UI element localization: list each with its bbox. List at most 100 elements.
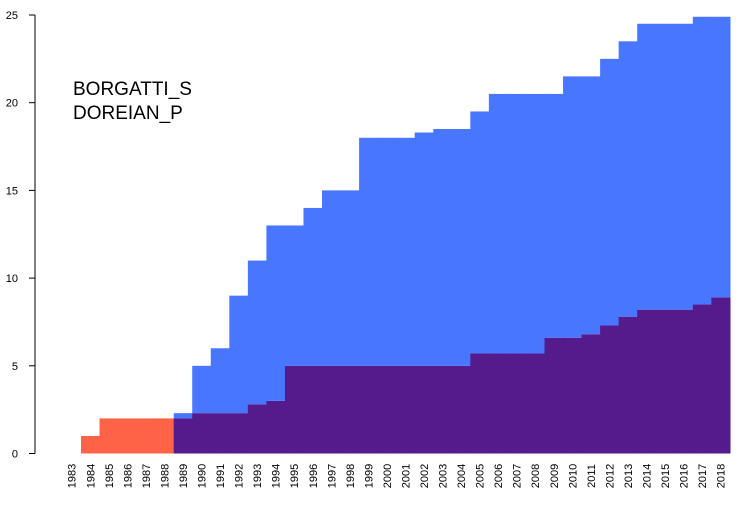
x-tick-label: 2014 — [641, 464, 653, 488]
x-tick-label: 2012 — [604, 464, 616, 488]
bar-overlap-2002 — [414, 365, 434, 454]
x-tick-label: 2003 — [438, 464, 450, 488]
x-tick-label: 1987 — [141, 464, 153, 488]
bar-borgatti-s-2014 — [637, 23, 657, 310]
bar-overlap-2003 — [433, 365, 453, 454]
x-tick-label: 2009 — [549, 464, 561, 488]
bar-borgatti-s-1992 — [229, 295, 249, 414]
bar-overlap-1991 — [210, 413, 230, 454]
legend: BORGATTI_S DOREIAN_P — [73, 79, 192, 124]
bar-borgatti-s-2012 — [600, 58, 620, 326]
x-tick-label: 1985 — [104, 464, 116, 488]
x-tick-label: 2010 — [567, 464, 579, 488]
bar-doreian-p-1985 — [99, 418, 119, 454]
x-tick-label: 2000 — [382, 464, 394, 488]
bar-borgatti-s-1995 — [284, 225, 305, 366]
bar-borgatti-s-2004 — [451, 129, 471, 366]
bar-borgatti-s-2011 — [581, 76, 601, 335]
x-tick-label: 1993 — [252, 464, 264, 488]
bar-borgatti-s-2005 — [470, 111, 490, 354]
x-tick-label: 2002 — [419, 464, 431, 488]
x-tick-label: 2016 — [679, 464, 691, 488]
legend-label: DOREIAN_P — [73, 103, 183, 124]
bar-borgatti-s-2017 — [692, 16, 712, 305]
bar-overlap-2000 — [377, 365, 397, 454]
bar-doreian-p-1986 — [118, 418, 138, 454]
bar-borgatti-s-1991 — [210, 348, 230, 414]
y-tick-label: 25 — [6, 10, 18, 22]
bar-borgatti-s-2018 — [711, 16, 731, 298]
bar-borgatti-s-2001 — [396, 137, 416, 366]
bar-overlap-2001 — [396, 365, 416, 454]
x-tick-label: 1992 — [234, 464, 246, 488]
x-tick-label: 1994 — [271, 464, 283, 488]
x-tick-label: 2017 — [697, 464, 709, 488]
bar-borgatti-s-2016 — [674, 23, 694, 310]
bar-borgatti-s-2006 — [488, 93, 509, 354]
bar-overlap-1998 — [340, 365, 360, 454]
bar-borgatti-s-2007 — [507, 93, 527, 354]
bar-overlap-1995 — [284, 365, 305, 454]
bar-overlap-2008 — [525, 353, 546, 454]
x-tick-label: 2013 — [623, 464, 635, 488]
bar-overlap-2006 — [488, 353, 509, 454]
bar-overlap-2014 — [637, 309, 657, 454]
x-tick-label: 1995 — [289, 464, 301, 488]
x-tick-label: 2015 — [660, 464, 672, 488]
x-tick-label: 2007 — [512, 464, 524, 488]
bar-borgatti-s-1997 — [322, 190, 342, 366]
x-tick-label: 1999 — [363, 464, 375, 488]
x-tick-label: 1983 — [67, 464, 79, 488]
x-tick-label: 1998 — [345, 464, 357, 488]
x-tick-label: 2005 — [475, 464, 487, 488]
bar-borgatti-s-2003 — [433, 129, 453, 366]
bar-borgatti-s-1990 — [192, 365, 212, 414]
bar-doreian-p-1987 — [136, 418, 156, 454]
y-tick-label: 20 — [6, 98, 18, 110]
bar-overlap-2017 — [692, 304, 712, 454]
bar-borgatti-s-2008 — [525, 93, 546, 354]
bar-overlap-2013 — [618, 316, 638, 454]
bar-overlap-2011 — [581, 334, 601, 454]
bar-overlap-2009 — [544, 337, 564, 454]
bar-borgatti-s-1993 — [247, 260, 267, 405]
bar-borgatti-s-1989 — [173, 413, 193, 419]
bar-doreian-p-1988 — [155, 418, 175, 454]
y-tick-label: 0 — [12, 449, 18, 461]
x-tick-label: 1997 — [326, 464, 338, 488]
x-tick-label: 2018 — [716, 464, 728, 488]
x-tick-label: 1988 — [159, 464, 171, 488]
x-tick-label: 2004 — [456, 464, 468, 488]
x-tick-label: 2001 — [400, 464, 412, 488]
bar-overlap-1990 — [192, 413, 212, 454]
bar-overlap-2018 — [711, 297, 731, 454]
bar-overlap-2005 — [470, 353, 490, 454]
x-tick-label: 2008 — [530, 464, 542, 488]
y-tick-label: 5 — [12, 361, 18, 373]
bar-overlap-1989 — [173, 418, 193, 454]
bar-overlap-2004 — [451, 365, 471, 454]
bar-borgatti-s-2000 — [377, 137, 397, 366]
bar-overlap-2010 — [563, 337, 583, 454]
bar-doreian-p-1984 — [81, 435, 101, 454]
x-tick-label: 2011 — [586, 464, 598, 488]
bar-borgatti-s-1994 — [266, 225, 286, 401]
bar-borgatti-s-1996 — [303, 207, 323, 366]
bar-overlap-1999 — [359, 365, 379, 454]
bar-borgatti-s-1999 — [359, 137, 379, 366]
bar-borgatti-s-2013 — [618, 41, 638, 317]
x-tick-label: 1996 — [308, 464, 320, 488]
x-tick-label: 1989 — [178, 464, 190, 488]
bar-overlap-1993 — [247, 404, 267, 454]
legend-label: BORGATTI_S — [73, 79, 192, 100]
bar-overlap-1992 — [229, 413, 249, 454]
bar-overlap-1997 — [322, 365, 342, 454]
bar-overlap-2007 — [507, 353, 527, 454]
x-tick-label: 2006 — [493, 464, 505, 488]
bar-overlap-1996 — [303, 365, 323, 454]
x-tick-label: 1991 — [215, 464, 227, 488]
bar-overlap-2015 — [655, 309, 675, 454]
bar-layer — [81, 16, 731, 454]
bar-borgatti-s-1998 — [340, 190, 360, 366]
